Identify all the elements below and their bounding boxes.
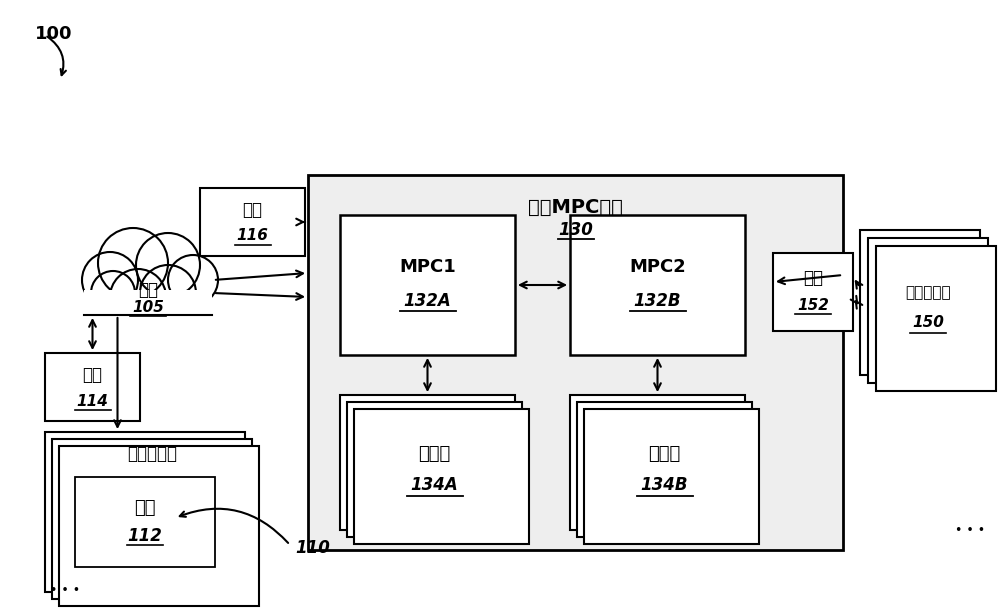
Bar (876, 246, 996, 391)
Bar (340, 395, 515, 530)
Circle shape (136, 233, 200, 297)
Bar (868, 238, 988, 383)
Text: 112: 112 (128, 527, 162, 545)
Circle shape (91, 271, 135, 315)
Circle shape (82, 252, 138, 308)
Text: 132A: 132A (404, 292, 451, 310)
Text: 134A: 134A (411, 477, 458, 494)
Text: 130: 130 (558, 221, 593, 239)
Text: 134B: 134B (641, 477, 688, 494)
Bar (83, 285, 213, 330)
Bar (354, 409, 529, 544)
Bar (308, 175, 843, 550)
Bar (570, 395, 745, 530)
Text: 152: 152 (797, 298, 829, 312)
Bar (773, 253, 853, 331)
Bar (59, 446, 259, 606)
Bar (860, 230, 980, 375)
Bar (84, 290, 212, 340)
Text: 114: 114 (77, 393, 108, 409)
Text: MPC1: MPC1 (399, 258, 456, 276)
Text: 应用: 应用 (134, 499, 156, 517)
Text: 数据库: 数据库 (648, 445, 681, 464)
Bar (45, 353, 140, 421)
Text: 请求: 请求 (82, 366, 103, 384)
Bar (584, 409, 759, 544)
Circle shape (168, 255, 218, 305)
Text: • • •: • • • (955, 524, 985, 536)
Text: 100: 100 (35, 25, 72, 43)
Bar (45, 432, 245, 592)
Bar (52, 439, 252, 599)
Text: 150: 150 (912, 315, 944, 330)
Text: MPC2: MPC2 (629, 258, 686, 276)
Text: 数据库: 数据库 (418, 445, 451, 464)
Text: 数据提供者: 数据提供者 (905, 285, 951, 300)
Bar (200, 188, 305, 256)
Text: 132B: 132B (634, 292, 681, 310)
Bar (340, 215, 515, 355)
Bar (577, 402, 752, 537)
Text: 116: 116 (237, 229, 268, 244)
Text: 网络: 网络 (138, 281, 158, 299)
Bar (570, 215, 745, 355)
Text: 110: 110 (295, 539, 330, 557)
Text: 客户端设备: 客户端设备 (127, 445, 177, 463)
Text: 数据: 数据 (803, 269, 823, 287)
Text: 响应: 响应 (242, 201, 262, 219)
Circle shape (140, 265, 196, 321)
Text: 105: 105 (132, 299, 164, 315)
Bar (75, 477, 215, 567)
Bar (347, 402, 522, 537)
Circle shape (110, 269, 166, 325)
Text: 安全MPC集群: 安全MPC集群 (528, 197, 623, 216)
Circle shape (98, 228, 168, 298)
Text: • • •: • • • (50, 584, 80, 596)
